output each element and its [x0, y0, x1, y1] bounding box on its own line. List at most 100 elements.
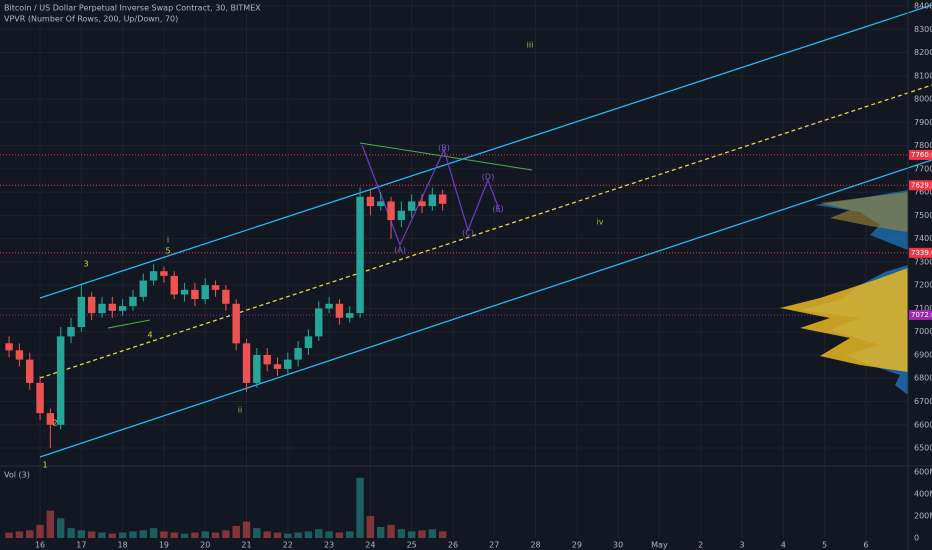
y-tick-label: 6900	[914, 350, 932, 359]
volume-bar	[273, 532, 282, 538]
candle-body	[397, 210, 406, 221]
wave-label: (C)	[462, 229, 474, 238]
x-tick-label: May	[651, 541, 668, 550]
wave-label: 5	[165, 247, 170, 256]
x-tick-label: 22	[283, 541, 293, 550]
candle-body	[149, 271, 158, 281]
candle-body	[284, 359, 292, 369]
x-tick-label: 20	[200, 541, 210, 550]
candle-body	[387, 201, 395, 221]
volume-bar	[211, 532, 220, 538]
volume-bar	[170, 532, 178, 538]
volume-bar	[284, 533, 292, 538]
level-label-bg	[909, 149, 932, 160]
candle-body	[191, 289, 199, 300]
channel-line	[39, 4, 932, 299]
volume-bar	[294, 532, 302, 538]
volume-bar	[438, 531, 447, 538]
volume-bar	[5, 532, 13, 538]
candle-body	[407, 201, 416, 211]
level-label: 7072.0	[911, 311, 932, 319]
candle-body	[304, 336, 313, 348]
level-label-bg	[909, 247, 932, 258]
x-tick-label: 30	[613, 541, 623, 550]
volume-bar	[407, 531, 416, 538]
grid	[0, 0, 908, 538]
x-tick-label: 21	[241, 541, 251, 550]
x-tick-label: 23	[324, 541, 334, 550]
volume-tick-label: 0	[914, 534, 919, 543]
wave-label: 4	[147, 331, 152, 340]
volume-bar	[46, 510, 55, 538]
wave-label: iii	[527, 41, 534, 50]
wave-label: i	[167, 236, 169, 245]
volume-bar	[242, 521, 251, 538]
wave-label: iv	[597, 218, 604, 227]
y-tick-label: 7000	[914, 327, 932, 336]
vpvr-profile	[820, 192, 908, 232]
candle-body	[325, 303, 333, 309]
volume-bar	[118, 532, 127, 538]
y-tick-label: 7200	[914, 281, 932, 290]
level-label-bg	[909, 309, 932, 320]
candle-body	[26, 359, 34, 383]
volume-bar	[325, 531, 333, 538]
channel-line	[39, 159, 932, 458]
volume-bar	[346, 531, 354, 538]
candle-body	[118, 306, 127, 311]
y-tick-label: 8300	[914, 25, 932, 34]
wave-label: 3	[83, 260, 88, 269]
candle-body	[77, 296, 86, 328]
candle-body	[263, 354, 271, 365]
volume-bar	[67, 528, 75, 538]
wave-label: 2	[52, 419, 57, 428]
volume-bar	[36, 524, 44, 538]
candle-body	[376, 201, 385, 207]
volume-bar	[180, 533, 189, 538]
candle-body	[180, 289, 189, 295]
candle-body	[98, 303, 106, 314]
candle-body	[438, 194, 447, 204]
y-tick-label: 7600	[914, 188, 932, 197]
wave-label: (A)	[394, 246, 406, 255]
volume-bar	[160, 531, 168, 538]
volume-bar	[139, 530, 147, 538]
y-tick-label: 8100	[914, 71, 932, 80]
level-label: 7339.0	[911, 249, 932, 257]
x-tick-label: 28	[530, 541, 540, 550]
trend-line	[107, 319, 151, 329]
y-tick-label: 8000	[914, 95, 932, 104]
candle-body	[273, 364, 282, 369]
level-label: 7760.0	[911, 151, 932, 159]
y-tick-label: 7400	[914, 234, 932, 243]
volume-bar	[315, 529, 323, 538]
candle-body	[129, 296, 137, 307]
candle-body	[428, 194, 437, 207]
x-tick-label: 19	[159, 541, 169, 550]
candle-body	[253, 354, 261, 383]
volume-bar	[376, 527, 385, 538]
y-tick-label: 7300	[914, 257, 932, 266]
x-tick-label: 27	[489, 541, 499, 550]
candle-body	[418, 201, 426, 207]
candle-body	[201, 285, 209, 300]
candle-body	[46, 413, 55, 425]
y-tick-label: 7700	[914, 164, 932, 173]
x-tick-label: 5	[822, 541, 827, 550]
volume-bar	[222, 530, 230, 538]
y-tick-label: 6800	[914, 374, 932, 383]
volume-title: Vol (3)	[4, 471, 30, 480]
candle-body	[294, 347, 302, 360]
y-tick-label: 6600	[914, 420, 932, 429]
x-tick-label: 4	[781, 541, 786, 550]
y-tick-label: 6700	[914, 397, 932, 406]
y-tick-label: 7500	[914, 211, 932, 220]
volume-bar	[56, 518, 65, 538]
volume-bar	[149, 528, 158, 538]
candle-body	[315, 308, 323, 337]
volume-bar	[263, 531, 271, 538]
y-tick-label: 8400	[914, 2, 932, 11]
volume-bar	[418, 530, 426, 538]
